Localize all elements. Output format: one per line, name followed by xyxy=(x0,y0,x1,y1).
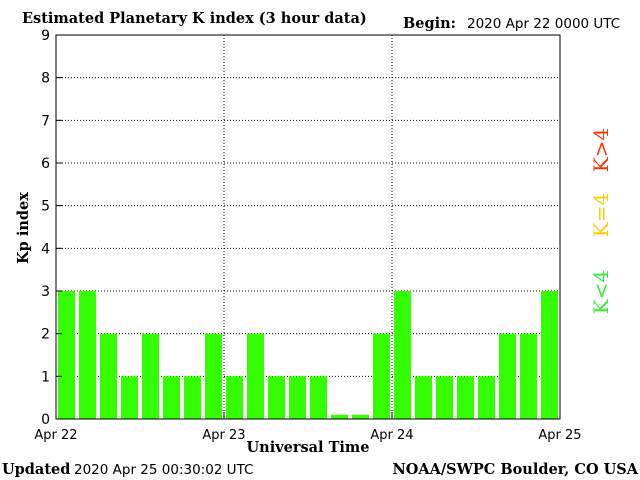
kp-bar xyxy=(268,376,285,419)
legend-k-less-4: K<4 xyxy=(589,270,613,314)
begin-label: Begin: xyxy=(403,15,456,32)
kp-bar xyxy=(163,376,180,419)
kp-bar xyxy=(142,333,159,419)
updated-label: Updated xyxy=(2,461,70,478)
kp-bar xyxy=(415,376,432,419)
y-axis-label: Kp index xyxy=(15,192,32,264)
x-ticks: Apr 22 Apr 23 Apr 24 Apr 25 xyxy=(34,412,582,443)
kp-bar xyxy=(541,291,558,419)
y-ticks: 0 1 2 3 4 5 6 7 8 9 xyxy=(41,28,62,428)
bars xyxy=(58,291,558,419)
plot-frame xyxy=(55,34,561,420)
kp-bar xyxy=(520,333,537,419)
kp-bar xyxy=(121,376,138,419)
y-tick-label: 4 xyxy=(41,241,50,257)
x-tick-label: Apr 22 xyxy=(34,428,77,443)
plot-area: 0 1 2 3 4 5 6 7 8 9 Apr 22 Apr 23 Apr 24 Apr 25 xyxy=(34,28,581,443)
kp-bar xyxy=(331,414,348,419)
x-axis-label: Universal Time xyxy=(247,439,370,456)
kp-bar xyxy=(226,376,243,419)
y-tick-label: 0 xyxy=(41,412,50,428)
y-tick-label: 8 xyxy=(41,71,50,87)
y-tick-label: 3 xyxy=(41,284,50,300)
grid-lines xyxy=(56,35,560,419)
y-tick-label: 2 xyxy=(41,327,50,343)
y-tick-label: 7 xyxy=(41,113,50,129)
kp-bar xyxy=(499,333,516,419)
kp-bar xyxy=(352,414,369,419)
kp-bar xyxy=(58,291,75,419)
kp-bar xyxy=(394,291,411,419)
kp-bar xyxy=(478,376,495,419)
legend-k-equal-4: K=4 xyxy=(589,193,613,237)
y-tick-label: 1 xyxy=(41,369,50,385)
begin-value: 2020 Apr 22 0000 UTC xyxy=(467,16,620,32)
y-tick-label: 9 xyxy=(41,28,50,44)
kp-bar xyxy=(184,376,201,419)
y-tick-label: 6 xyxy=(41,156,50,172)
chart-title: Estimated Planetary K index (3 hour data… xyxy=(22,10,367,27)
kp-bar xyxy=(205,333,222,419)
kp-bar xyxy=(436,376,453,419)
legend-k-greater-4: K>4 xyxy=(589,128,613,172)
source-credit: NOAA/SWPC Boulder, CO USA xyxy=(392,461,638,478)
kp-bar xyxy=(79,291,96,419)
kp-bar xyxy=(310,376,327,419)
kp-bar xyxy=(289,376,306,419)
kp-bar xyxy=(247,333,264,419)
updated-value: 2020 Apr 25 00:30:02 UTC xyxy=(74,462,253,478)
x-tick-label: Apr 25 xyxy=(538,428,581,443)
kp-bar xyxy=(457,376,474,419)
x-tick-label: Apr 23 xyxy=(202,428,245,443)
y-tick-label: 5 xyxy=(41,199,50,215)
x-tick-label: Apr 24 xyxy=(370,428,413,443)
kp-bar xyxy=(373,333,390,419)
kp-bar xyxy=(100,333,117,419)
